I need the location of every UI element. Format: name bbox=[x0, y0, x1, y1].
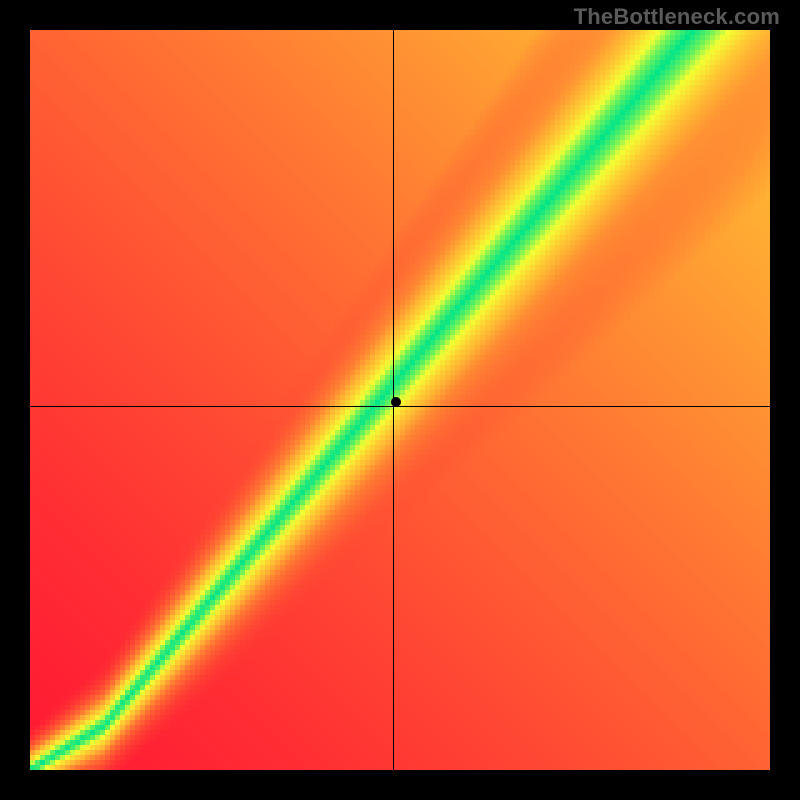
crosshair-horizontal bbox=[30, 406, 770, 407]
watermark-text: TheBottleneck.com bbox=[574, 4, 780, 30]
marker-point bbox=[391, 397, 401, 407]
